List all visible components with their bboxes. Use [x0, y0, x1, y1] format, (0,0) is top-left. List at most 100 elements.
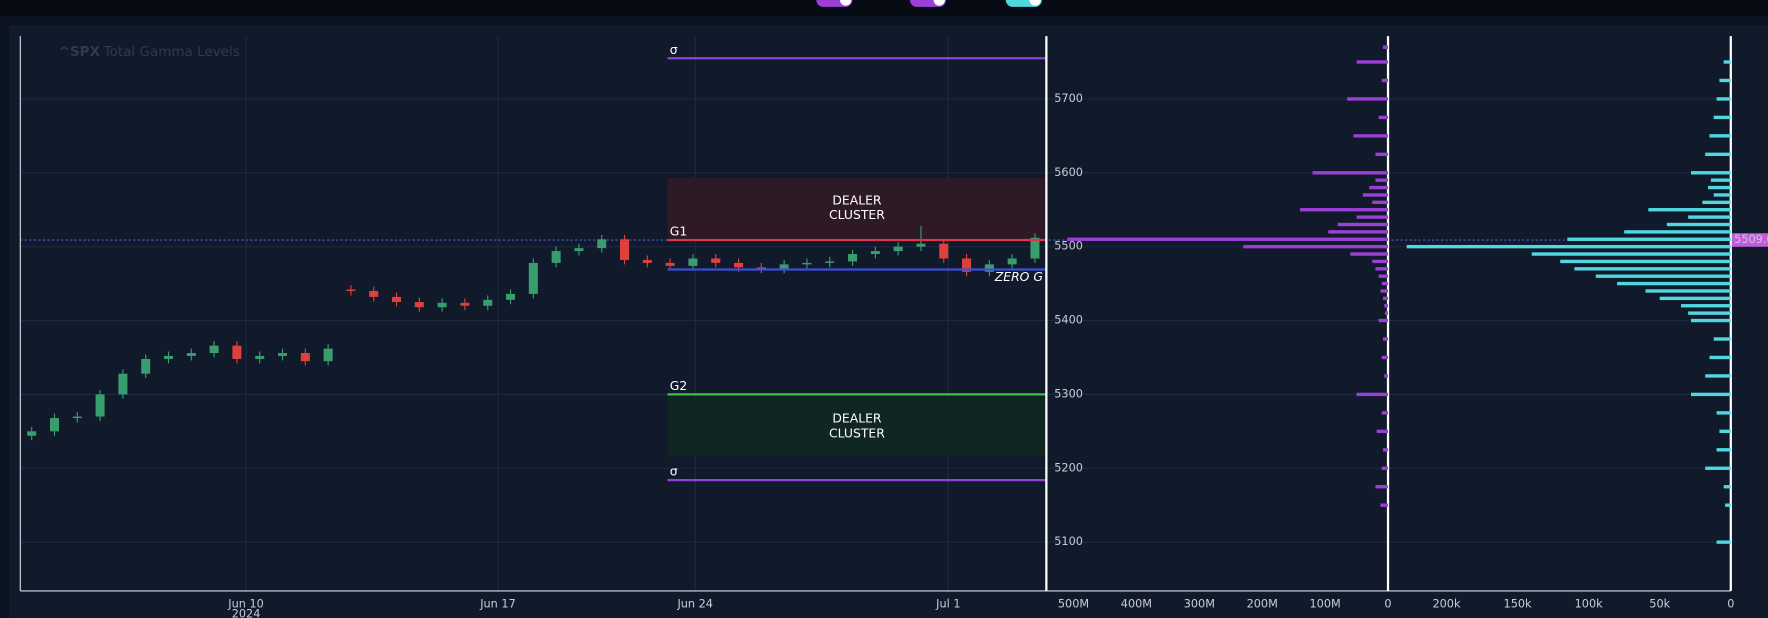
strike-bar [1243, 244, 1389, 249]
level-label: G2 [670, 378, 688, 393]
strike-bar [1312, 171, 1389, 175]
strike-bar [1381, 411, 1389, 415]
candle-body [802, 262, 812, 265]
strike-bar [1362, 193, 1389, 197]
price-tag: 5509.01 [1734, 233, 1768, 246]
strike-bar [1382, 45, 1389, 49]
candle-body [186, 353, 196, 356]
strike-bar [1381, 466, 1389, 470]
x-tick-label: 0 [1727, 597, 1734, 610]
candle-body [620, 239, 630, 260]
strike-bar [1378, 274, 1389, 278]
y-tick-label: 5600 [1054, 166, 1083, 179]
strike-bar [1384, 311, 1389, 315]
candle-body [574, 248, 584, 252]
chart-title: ^SPX Total Gamma Levels [59, 44, 240, 60]
strike-bar [1719, 78, 1731, 83]
candle-body [369, 290, 379, 297]
x-tick-label: Jul 1 [935, 597, 960, 610]
candle-body [232, 345, 242, 359]
candle-body [278, 353, 288, 356]
candle-body [506, 293, 516, 300]
strike-bar [1381, 355, 1389, 360]
x-tick-label: 200k [1432, 597, 1461, 610]
title-text: Total Gamma Levels [103, 44, 240, 60]
x-tick-label: 500M [1058, 597, 1089, 610]
candle-body [665, 262, 675, 266]
strike-bar [1713, 193, 1731, 197]
candle-body [392, 296, 402, 303]
toggles[interactable] [816, 0, 1042, 7]
candle-body [916, 243, 926, 247]
candle-body [346, 289, 356, 291]
strike-bar [1067, 237, 1389, 241]
candle-body [779, 264, 789, 269]
x-tick-label: Jun 24 [676, 597, 713, 610]
top-bar [0, 0, 1768, 16]
candle-body [49, 418, 60, 432]
strike-bar [1709, 355, 1731, 360]
strike-bar [1376, 429, 1389, 434]
candle-body [255, 355, 265, 359]
candle-body [118, 373, 128, 395]
strike-bar [1328, 230, 1389, 234]
strike-bar [1705, 152, 1731, 157]
strike-bar [1716, 448, 1731, 452]
candle-body [141, 358, 151, 374]
strike-bar [1356, 215, 1389, 219]
candle-body [893, 246, 903, 252]
dealer-zone [667, 177, 1047, 239]
x-tick-label: 100k [1575, 597, 1604, 610]
candle-body [711, 258, 721, 263]
strike-bar [1709, 134, 1731, 138]
zone-label: CLUSTER [829, 425, 885, 440]
candle-body [300, 353, 310, 362]
candle-body [870, 251, 880, 255]
x-tick-label: 400M [1121, 597, 1152, 610]
strike-bar [1702, 200, 1731, 205]
x-tick-label: 0 [1384, 597, 1391, 610]
candle-body [734, 262, 744, 268]
candle-body [27, 431, 37, 436]
strike-bar [1369, 185, 1389, 190]
strike-bar [1560, 259, 1731, 264]
candle-body [163, 355, 174, 359]
strike-bar [1681, 304, 1731, 308]
y-tick-label: 5100 [1054, 535, 1083, 548]
strike-bar [1716, 97, 1731, 101]
strike-bar [1356, 60, 1389, 64]
strike-bar [1725, 503, 1731, 507]
strike-bar [1381, 78, 1389, 83]
candle-body [939, 243, 949, 259]
zone-label: DEALER [832, 411, 882, 426]
x-tick-label: Jun 10 [227, 597, 264, 610]
candle-body [209, 345, 219, 354]
y-tick-label: 5400 [1054, 314, 1083, 327]
level-label: σ [670, 464, 678, 479]
candle-body [1007, 258, 1017, 265]
y-tick-label: 5500 [1054, 240, 1083, 253]
strike-bar [1574, 267, 1731, 271]
price-tag-bg [1731, 233, 1768, 247]
strike-bar [1531, 252, 1731, 256]
strike-bar [1337, 222, 1389, 227]
strike-bar [1690, 171, 1731, 175]
strike-bar [1381, 281, 1389, 286]
strike-bar [1648, 208, 1731, 212]
strike-bar [1713, 115, 1731, 120]
candle-body [756, 267, 766, 269]
strike-bar [1347, 97, 1389, 101]
zone-label: DEALER [832, 192, 882, 207]
x-tick-sublabel: 2024 [232, 608, 261, 618]
strike-bar [1624, 230, 1731, 234]
toggle-knob [933, 0, 945, 6]
strike-bar [1705, 466, 1731, 470]
strike-bar [1645, 289, 1731, 293]
strike-bar [1406, 244, 1731, 249]
plot-panel [9, 24, 1768, 618]
strike-bar [1384, 304, 1389, 308]
candle-body [1030, 237, 1040, 259]
candle-body [688, 258, 698, 266]
strike-bar [1719, 429, 1731, 434]
strike-bar [1710, 178, 1731, 182]
